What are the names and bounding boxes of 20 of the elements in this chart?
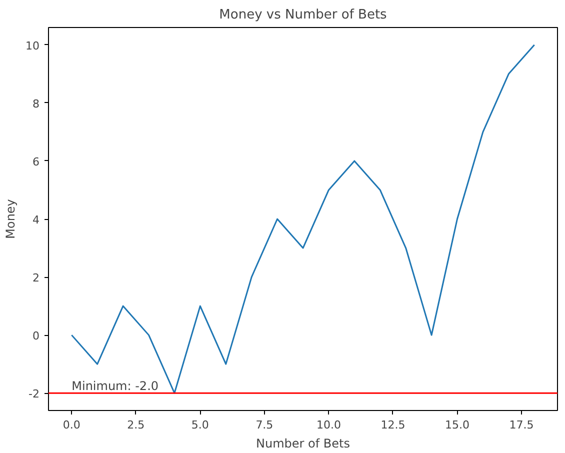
x-tick-label: 10.0 [316, 418, 341, 432]
x-tick-label: 17.5 [509, 418, 534, 432]
x-tick-label: 15.0 [444, 418, 470, 432]
x-tick-label: 7.5 [256, 418, 274, 432]
x-axis-title: Number of Bets [256, 436, 350, 450]
y-tick-label: -2 [28, 388, 40, 401]
line-series [70, 44, 536, 394]
y-tick-label: 10 [26, 39, 40, 52]
y-tick-label: 2 [32, 272, 40, 285]
x-tick-label: 0.0 [62, 418, 80, 432]
y-tick-label: 8 [32, 97, 40, 110]
chart-title: Money vs Number of Bets [219, 8, 388, 22]
y-tick-label: 4 [32, 214, 40, 226]
x-tick-label: 12.5 [380, 418, 406, 432]
x-tick-label: 2.5 [127, 418, 145, 432]
annotation: Minimum: -2.0 [72, 379, 159, 394]
x-tick-label: 5.0 [191, 418, 209, 432]
y-tick-label: 6 [32, 155, 40, 168]
y-axis-title: Money [4, 199, 18, 239]
y-tick-label: 0 [32, 330, 40, 343]
